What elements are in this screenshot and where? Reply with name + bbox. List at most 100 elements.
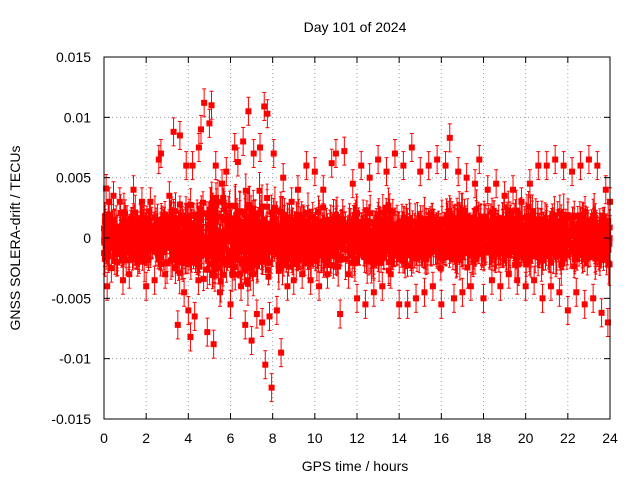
point-marker bbox=[116, 198, 123, 205]
data-point bbox=[143, 271, 150, 301]
point-marker bbox=[383, 168, 390, 175]
data-point bbox=[366, 163, 373, 193]
data-point bbox=[106, 187, 113, 217]
data-point bbox=[590, 283, 597, 313]
data-point bbox=[341, 136, 348, 166]
point-marker bbox=[227, 301, 234, 308]
point-marker bbox=[234, 158, 241, 165]
data-point bbox=[299, 259, 306, 289]
data-point bbox=[332, 139, 339, 169]
point-marker bbox=[270, 150, 277, 157]
data-point bbox=[383, 157, 390, 187]
point-marker bbox=[522, 283, 529, 290]
point-marker bbox=[191, 313, 198, 320]
data-point bbox=[585, 145, 592, 175]
data-point bbox=[547, 271, 554, 301]
data-point bbox=[467, 271, 474, 301]
point-marker bbox=[280, 174, 287, 181]
data-point bbox=[552, 145, 559, 175]
data-point bbox=[556, 277, 563, 307]
point-marker bbox=[189, 162, 196, 169]
x-tick-label: 16 bbox=[434, 430, 450, 446]
point-marker bbox=[264, 110, 271, 117]
point-marker bbox=[341, 148, 348, 155]
data-point bbox=[259, 307, 266, 337]
point-marker bbox=[195, 144, 202, 151]
data-point bbox=[421, 277, 428, 307]
data-point bbox=[181, 277, 188, 307]
point-marker bbox=[162, 271, 169, 278]
data-point bbox=[514, 265, 521, 295]
point-marker bbox=[438, 301, 445, 308]
point-marker bbox=[573, 289, 580, 296]
point-marker bbox=[476, 156, 483, 163]
point-marker bbox=[183, 162, 190, 169]
y-tick-label: -0.015 bbox=[51, 411, 91, 427]
point-marker bbox=[108, 265, 115, 272]
point-marker bbox=[547, 283, 554, 290]
x-tick-label: 24 bbox=[602, 430, 618, 446]
point-marker bbox=[455, 168, 462, 175]
point-marker bbox=[379, 283, 386, 290]
point-marker bbox=[170, 128, 177, 135]
point-marker bbox=[434, 156, 441, 163]
data-point bbox=[280, 163, 287, 193]
data-point bbox=[147, 187, 154, 217]
data-point bbox=[573, 277, 580, 307]
point-marker bbox=[106, 198, 113, 205]
point-marker bbox=[185, 307, 192, 314]
point-marker bbox=[157, 150, 164, 157]
data-point bbox=[316, 271, 323, 301]
data-point bbox=[564, 295, 571, 325]
point-marker bbox=[151, 277, 158, 284]
data-point bbox=[358, 151, 365, 181]
dense-data-band bbox=[101, 172, 613, 306]
data-point bbox=[488, 265, 495, 295]
data-point bbox=[307, 265, 314, 295]
point-marker bbox=[104, 283, 111, 290]
data-point bbox=[294, 175, 301, 205]
point-marker bbox=[366, 174, 373, 181]
point-marker bbox=[242, 321, 249, 328]
data-point bbox=[429, 271, 436, 301]
data-point bbox=[497, 271, 504, 301]
data-point bbox=[278, 338, 285, 368]
data-point bbox=[345, 259, 352, 289]
point-marker bbox=[602, 186, 609, 193]
x-tick-label: 2 bbox=[142, 430, 150, 446]
point-marker bbox=[543, 162, 550, 169]
data-point bbox=[320, 175, 327, 205]
point-marker bbox=[174, 321, 181, 328]
point-marker bbox=[311, 168, 318, 175]
point-marker bbox=[463, 174, 470, 181]
point-marker bbox=[354, 295, 360, 302]
point-marker bbox=[299, 271, 306, 278]
point-marker bbox=[531, 277, 538, 284]
point-marker bbox=[396, 301, 403, 308]
data-point bbox=[191, 301, 198, 331]
x-tick-label: 12 bbox=[349, 430, 365, 446]
point-marker bbox=[332, 150, 339, 157]
data-point bbox=[337, 299, 344, 329]
point-marker bbox=[425, 162, 432, 169]
point-marker bbox=[577, 162, 584, 169]
point-marker bbox=[590, 295, 597, 302]
point-marker bbox=[472, 180, 479, 187]
data-point bbox=[311, 157, 318, 187]
point-marker bbox=[257, 144, 264, 151]
point-marker bbox=[497, 283, 504, 290]
data-point bbox=[518, 187, 525, 217]
point-marker bbox=[250, 150, 257, 157]
data-point bbox=[257, 133, 264, 162]
data-point bbox=[290, 265, 297, 295]
data-point bbox=[560, 151, 567, 181]
point-marker bbox=[417, 168, 424, 175]
data-point bbox=[493, 169, 500, 199]
point-marker bbox=[400, 162, 407, 169]
x-tick-label: 8 bbox=[269, 430, 277, 446]
point-marker bbox=[240, 138, 247, 145]
data-point bbox=[242, 310, 249, 340]
point-marker bbox=[408, 144, 415, 151]
data-point bbox=[138, 187, 145, 217]
data-point bbox=[328, 148, 335, 178]
